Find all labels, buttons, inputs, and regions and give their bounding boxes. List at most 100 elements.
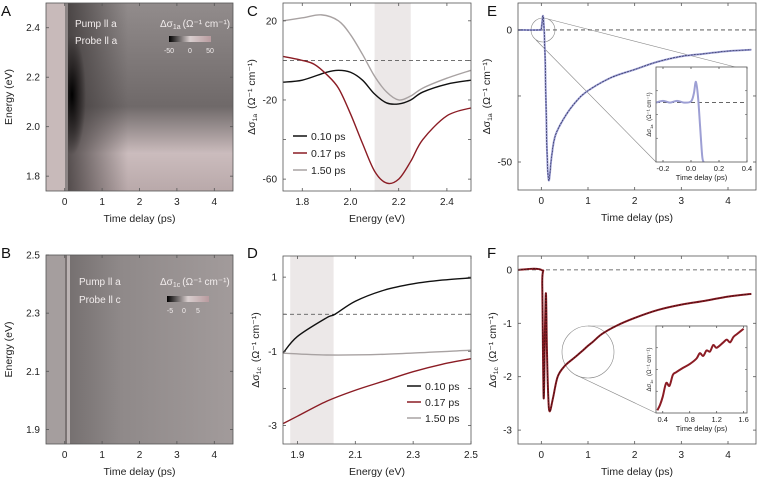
- chart-panel-b: 0 1 2 3 4 1.9 2.1 2.3 2.5 Time delay (ps) Energy (…: [3, 251, 234, 478]
- y-tick-label: -3: [268, 421, 277, 432]
- zoom-guide-line: [535, 39, 657, 163]
- x-tick-label: 0: [539, 450, 545, 461]
- inset-y-axis-title: Δσ1a (Ω⁻¹ cm⁻¹): [647, 92, 654, 136]
- heatmap-a-negative-delay: [46, 3, 65, 191]
- y-tick-label: -2: [503, 372, 512, 383]
- series-line-0-17-ps: [282, 55, 472, 185]
- y-tick-label: 2.1: [26, 367, 40, 378]
- y-axis-title: Δσ1c (Ω⁻¹ cm⁻¹): [250, 312, 263, 387]
- plot-frame: [517, 255, 757, 445]
- x-tick-label: 4: [212, 197, 218, 208]
- y-tick-label: -3: [503, 426, 512, 437]
- heatmap-a-time-zero: [65, 3, 68, 191]
- y-axis-title: Δσ1a (Ω⁻¹ cm⁻¹): [246, 59, 259, 135]
- legend-d-label: 0.10 ps: [425, 381, 459, 393]
- panel-label-c: C: [247, 3, 258, 20]
- x-tick-label: 4: [212, 450, 218, 461]
- shaded-region: [290, 256, 334, 444]
- chart-panel-c: 1.8 2.0 2.2 2.4 20 -20 -60 Energy (eV) Δσ1a (Ω⁻¹…: [246, 2, 472, 225]
- panel-label-f: F: [487, 245, 496, 262]
- y-tick-label: 2.2: [26, 73, 40, 84]
- legend-d-label: 0.17 ps: [425, 397, 459, 409]
- heatmap-b-time-zero: [65, 255, 67, 444]
- y-tick-label: -20: [263, 95, 278, 106]
- heatmap-b-probe-label: Probe ll c: [79, 295, 121, 306]
- x-tick-label: 1: [585, 196, 591, 207]
- x-tick-label: 2.1: [348, 450, 362, 461]
- y-tick-label: 0: [506, 25, 512, 36]
- heatmap-a-probe-label: Probe ll a: [75, 36, 118, 47]
- x-tick-label: 2.4: [440, 197, 454, 208]
- y-tick-label: 1: [271, 273, 277, 284]
- x-axis-title: Time delay (ps): [676, 424, 728, 433]
- y-tick-label: 2.0: [26, 122, 40, 133]
- y-tick-label: 0: [506, 265, 512, 276]
- fit-line: [517, 15, 752, 181]
- heatmap-a-pump-label: Pump ll a: [75, 19, 117, 30]
- colorbar-b-label: Δσ1c (Ω⁻¹ cm⁻¹): [160, 277, 230, 289]
- y-axis-title: Energy (eV): [3, 69, 15, 125]
- heatmap-b: Pump ll a Probe ll c Δσ1c (Ω⁻¹ cm⁻¹) -5 0…: [46, 255, 233, 444]
- x-tick-label: 1.6: [738, 415, 748, 424]
- x-tick-label: 0: [539, 196, 545, 207]
- colorbar-b-tick: 0: [182, 308, 186, 315]
- inset-series-line: [655, 80, 705, 163]
- fit-line: [517, 268, 752, 412]
- x-tick-label: 2: [632, 450, 638, 461]
- colorbar-a: [169, 36, 211, 42]
- zoom-circle-f: [561, 325, 615, 379]
- series-line-0-10-ps: [282, 69, 472, 105]
- x-tick-label: 2.2: [392, 197, 406, 208]
- y-tick-label: 2.3: [26, 309, 40, 320]
- series-line-0-10-ps: [282, 277, 472, 354]
- x-tick-label: 2: [137, 450, 143, 461]
- x-tick-label: 1: [585, 450, 591, 461]
- x-tick-label: 2.3: [406, 450, 420, 461]
- x-tick-label: 3: [679, 450, 685, 461]
- x-tick-label: 0.0: [686, 164, 696, 173]
- x-tick-label: 2.0: [344, 197, 358, 208]
- x-tick-label: 3: [174, 450, 180, 461]
- y-tick-label: -50: [498, 158, 513, 169]
- heatmap-a: Pump ll a Probe ll a Δσ1a (Ω⁻¹ cm⁻¹) -50 …: [46, 3, 233, 191]
- x-axis-title: Time delay (ps): [601, 212, 673, 224]
- x-tick-label: 4: [725, 196, 731, 207]
- plot-frame: [282, 255, 472, 445]
- x-tick-label: -0.2: [657, 164, 670, 173]
- x-tick-label: 0.8: [684, 415, 694, 424]
- y-axis-title: Δσ1c (Ω⁻¹ cm⁻¹): [487, 312, 500, 387]
- y-tick-label: 2.4: [26, 23, 40, 34]
- x-tick-label: 1.8: [295, 197, 309, 208]
- x-axis-title: Time delay (ps): [676, 173, 728, 182]
- chart-panel-d: 1.9 2.1 2.3 2.5 1 -1 -3 Energy (eV) Δσ1c (Ω⁻¹ cm…: [250, 255, 478, 478]
- x-tick-label: 4: [725, 450, 731, 461]
- x-axis-title: Time delay (ps): [104, 466, 176, 478]
- x-tick-label: 1: [99, 197, 105, 208]
- y-tick-label: -1: [268, 347, 277, 358]
- x-tick-label: 1.2: [711, 415, 721, 424]
- x-axis-title: Energy (eV): [349, 213, 405, 225]
- heatmap-b-pump-label: Pump ll a: [79, 277, 121, 288]
- x-tick-label: 1.9: [291, 450, 305, 461]
- x-tick-label: 2: [632, 196, 638, 207]
- legend-c-label: 1.50 ps: [311, 165, 345, 177]
- zoom-guide-line: [547, 18, 748, 71]
- colorbar-a-tick: 50: [206, 48, 214, 55]
- inset-y-axis-title: Δσ1c (Ω⁻¹ cm⁻¹): [647, 348, 654, 392]
- x-tick-label: 0: [62, 450, 68, 461]
- plot-frame: [282, 2, 472, 192]
- colorbar-a-tick: 0: [188, 48, 192, 55]
- y-axis-title: Δσ1a (Ω⁻¹ cm⁻¹): [481, 59, 494, 135]
- legend-c-label: 0.10 ps: [311, 131, 345, 143]
- y-axis-title: Energy (eV): [3, 321, 15, 377]
- x-axis-title: Time delay (ps): [601, 466, 673, 478]
- colorbar-b-tick: 5: [196, 308, 200, 315]
- x-tick-label: 0: [62, 197, 68, 208]
- inset-f: 0.4 0.8 1.2 1.6 Time delay (ps) Δσ1c (Ω⁻¹ cm⁻…: [647, 325, 749, 433]
- inset-e: -0.2 0.0 0.2 0.4 Time delay (ps) Δσ1a (Ω⁻¹ cm…: [647, 66, 752, 182]
- x-tick-label: 0.2: [714, 164, 724, 173]
- x-tick-label: 0.4: [742, 164, 752, 173]
- series-line-0-17-ps: [282, 358, 472, 425]
